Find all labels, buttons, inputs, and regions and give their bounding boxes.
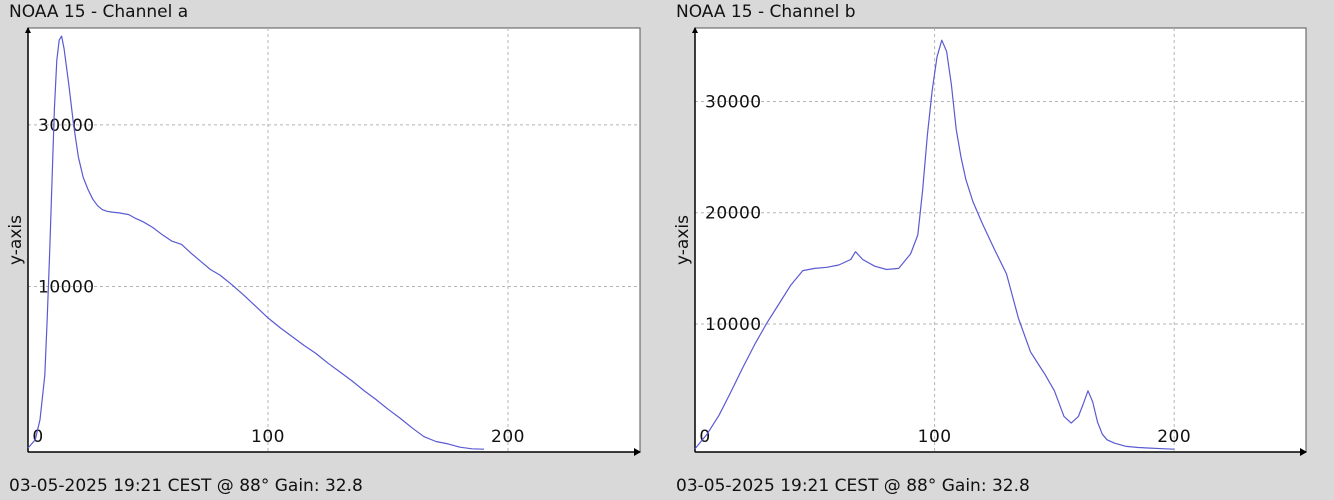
x-tick-label: 200 <box>1157 427 1191 447</box>
panel-channel-b: 0 100 200 10000 20000 30000 y-axis NOAA 15 - C… <box>667 0 1334 500</box>
x-axis-arrow <box>1300 448 1307 456</box>
x-tick-label: 0 <box>32 427 43 447</box>
chart-footer: 03-05-2025 19:21 CEST @ 88° Gain: 32.8 <box>9 476 363 496</box>
y-tick-label: 30000 <box>38 116 95 136</box>
series-line <box>27 35 485 450</box>
y-axis-label: y-axis <box>673 215 693 265</box>
y-tick-label: 30000 <box>705 92 762 112</box>
x-tick-label: 100 <box>918 427 952 447</box>
plot-area <box>27 27 641 453</box>
chart-title: NOAA 15 - Channel a <box>9 2 189 22</box>
y-tick-label: 20000 <box>705 204 762 224</box>
y-axis-arrow <box>25 27 31 33</box>
x-tick-label: 100 <box>251 427 285 447</box>
x-tick-label: 200 <box>491 427 525 447</box>
y-tick-label: 10000 <box>705 315 762 335</box>
series-line <box>694 39 1175 450</box>
plot-area <box>694 27 1307 453</box>
panel-channel-a: 0 100 200 10000 30000 y-axis NOAA 15 - Channe… <box>6 2 641 496</box>
y-axis-arrow <box>692 27 698 33</box>
chart-footer: 03-05-2025 19:21 CEST @ 88° Gain: 32.8 <box>676 476 1030 496</box>
x-axis-arrow <box>634 448 641 456</box>
y-axis-label: y-axis <box>6 215 26 265</box>
chart-title: NOAA 15 - Channel b <box>676 2 856 22</box>
y-tick-label: 10000 <box>38 277 95 297</box>
chart-channel-a: 0 100 200 10000 30000 y-axis <box>6 27 641 456</box>
